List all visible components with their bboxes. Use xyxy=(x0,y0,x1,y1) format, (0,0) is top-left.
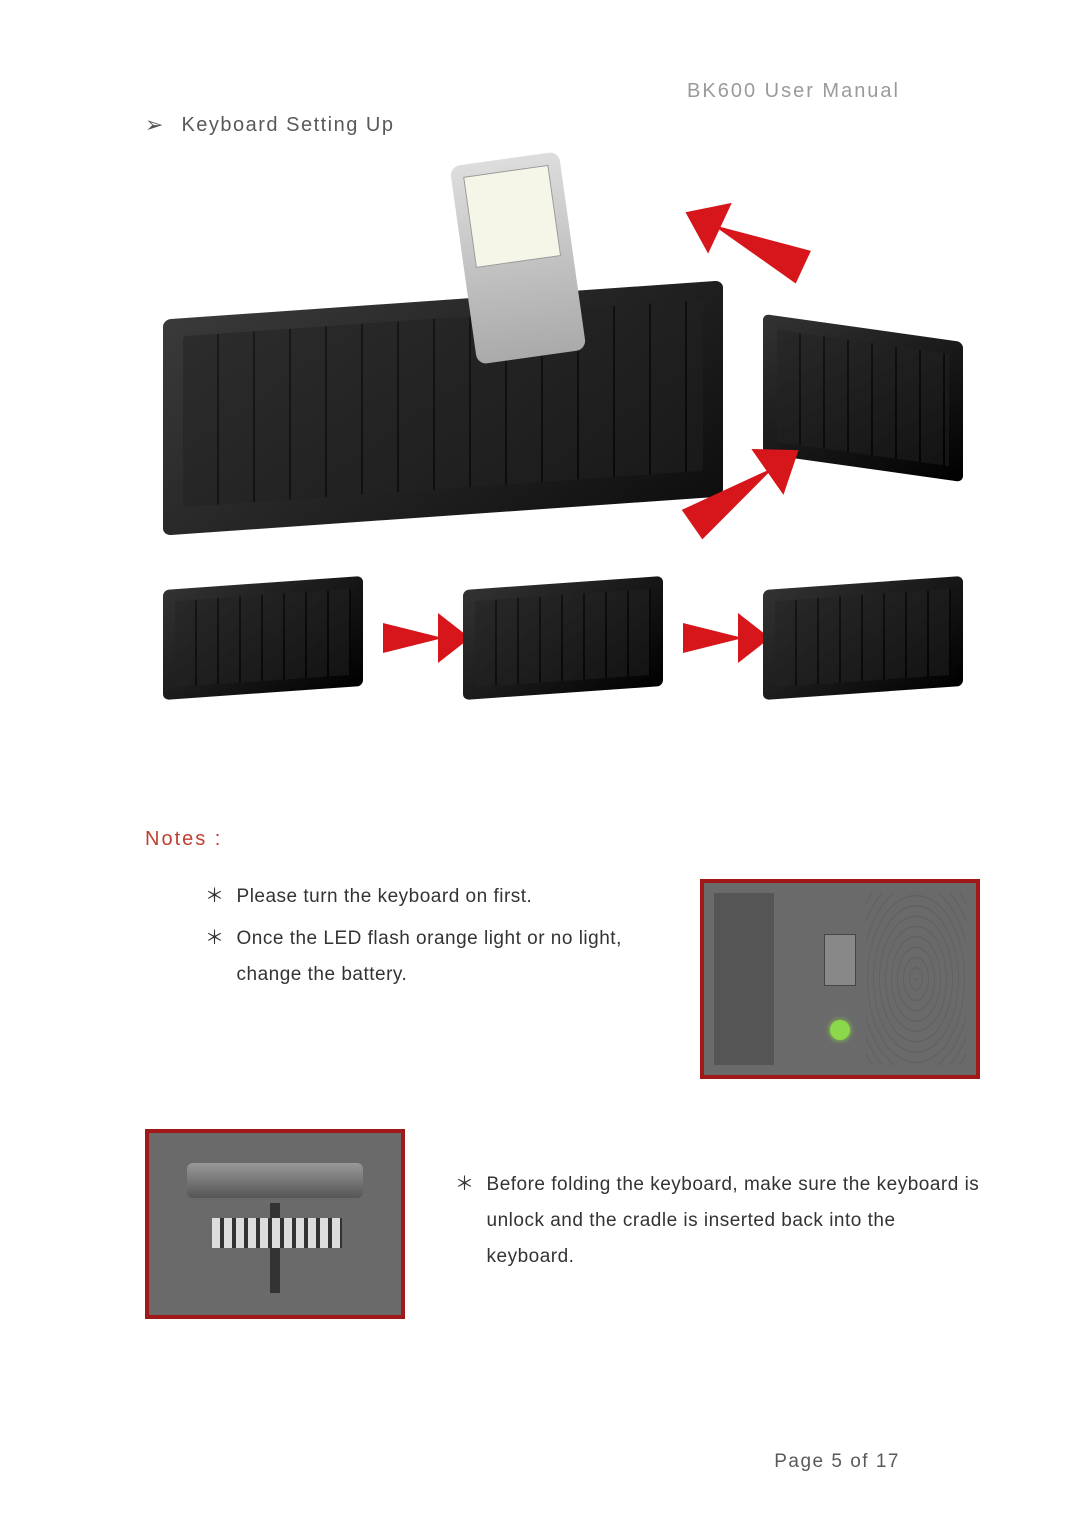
notes-text-2: ＊ Before folding the keyboard, make sure… xyxy=(455,1167,980,1281)
lock-mechanism-thumbnail xyxy=(145,1129,405,1319)
notes-block-2: ＊ Before folding the keyboard, make sure… xyxy=(145,1129,980,1319)
note-text: Before folding the keyboard, make sure t… xyxy=(487,1167,980,1275)
keyboard-step-illustration xyxy=(763,576,963,700)
section-heading-row: ➢ Keyboard Setting Up xyxy=(145,112,980,138)
manual-page: BK600 User Manual ➢ Keyboard Setting Up … xyxy=(0,0,1080,1528)
keyboard-step-illustration xyxy=(463,576,663,700)
note-text: Once the LED flash orange light or no li… xyxy=(237,921,660,993)
section-title: Keyboard Setting Up xyxy=(181,114,394,137)
led-indicator-thumbnail xyxy=(700,879,980,1079)
note-item: ＊ Please turn the keyboard on first. xyxy=(205,879,660,915)
asterisk-icon: ＊ xyxy=(205,921,225,993)
notes-text-1: ＊ Please turn the keyboard on first. ＊ O… xyxy=(145,879,660,999)
setup-diagram xyxy=(163,168,963,708)
arrow-icon xyxy=(705,209,811,284)
asterisk-icon: ＊ xyxy=(455,1167,475,1275)
note-item: ＊ Once the LED flash orange light or no … xyxy=(205,921,660,993)
note-text: Please turn the keyboard on first. xyxy=(237,879,533,915)
note-item: ＊ Before folding the keyboard, make sure… xyxy=(455,1167,980,1275)
notes-heading: Notes : xyxy=(145,828,980,851)
keyboard-unfolded-illustration xyxy=(163,280,723,535)
page-number: Page 5 of 17 xyxy=(774,1451,900,1473)
doc-title: BK600 User Manual xyxy=(687,80,900,103)
arrow-icon xyxy=(683,623,743,653)
arrow-icon xyxy=(383,623,443,653)
notes-block-1: ＊ Please turn the keyboard on first. ＊ O… xyxy=(145,879,980,1079)
chevron-right-icon: ➢ xyxy=(145,112,163,138)
keyboard-step-illustration xyxy=(163,576,363,700)
asterisk-icon: ＊ xyxy=(205,879,225,915)
unfold-sequence xyxy=(163,568,963,708)
